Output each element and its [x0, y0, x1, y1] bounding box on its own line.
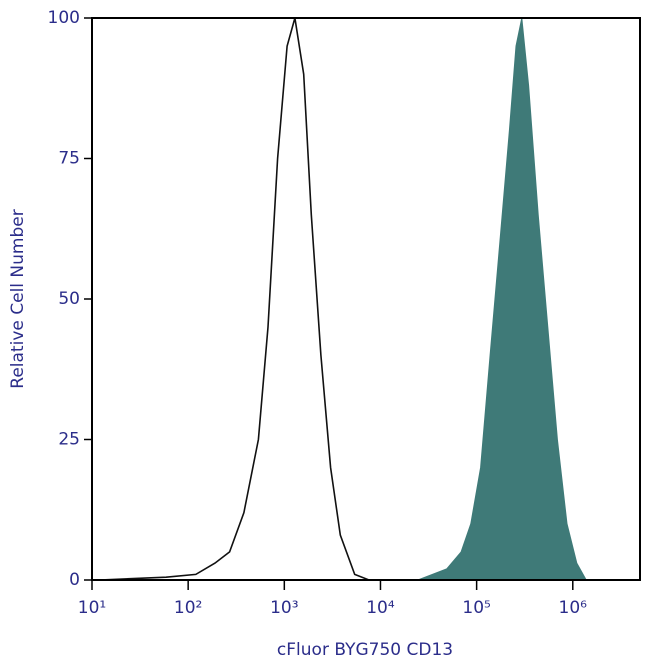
- x-axis-label: cFluor BYG750 CD13: [277, 640, 453, 660]
- histogram-area: [417, 17, 588, 581]
- x-tick-label: 10¹: [78, 598, 106, 618]
- y-tick-label: 50: [58, 289, 80, 309]
- x-tick-label: 10⁶: [559, 598, 588, 618]
- y-tick-label: 100: [48, 8, 80, 28]
- x-tick-label: 10²: [174, 598, 202, 618]
- y-tick-label: 75: [58, 149, 80, 169]
- y-tick-label: 0: [69, 570, 80, 590]
- x-tick-label: 10⁵: [462, 598, 490, 618]
- x-tick-label: 10⁴: [366, 598, 395, 618]
- y-tick-label: 25: [58, 430, 80, 450]
- histogram-line: [99, 17, 409, 581]
- y-axis-label: Relative Cell Number: [8, 209, 28, 388]
- x-tick-label: 10³: [270, 598, 298, 618]
